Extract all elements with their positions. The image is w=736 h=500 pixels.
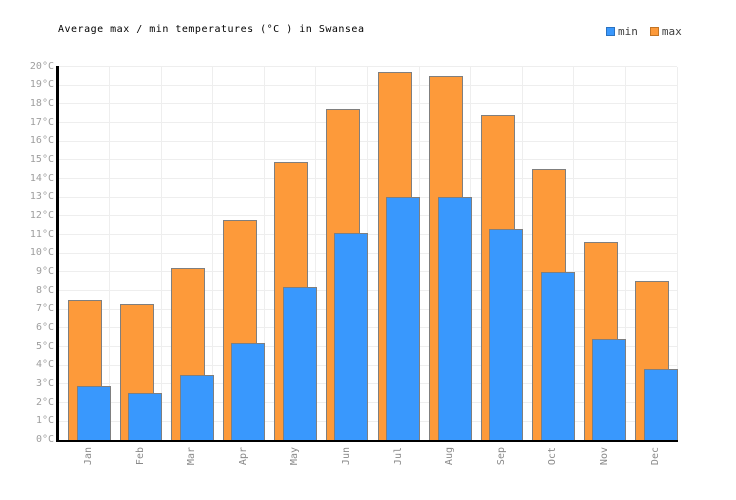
bar-min-jul [386, 197, 420, 440]
bar-min-mar [179, 374, 214, 440]
bar-min-may [282, 286, 317, 440]
x-tick-label-oct: Oct [547, 447, 559, 466]
legend-label-min: min [618, 25, 638, 38]
x-gridline [624, 66, 626, 440]
x-gridline [315, 66, 317, 440]
x-tick-label-may: May [289, 447, 301, 466]
bar-min-jun [334, 232, 369, 440]
y-tick-label: 6°C [35, 321, 54, 333]
bar-min-sep [489, 228, 524, 440]
x-gridline [160, 66, 162, 440]
max-series-swatch [649, 27, 659, 36]
bar-min-oct [540, 271, 575, 440]
x-gridline [573, 66, 575, 440]
x-tick-label-aug: Aug [444, 447, 456, 466]
legend-item-max[interactable]: max [649, 25, 682, 38]
bar-min-feb [128, 393, 163, 440]
y-tick-label: 15°C [29, 153, 54, 165]
x-tick-label-apr: Apr [237, 447, 249, 466]
x-tick-label-feb: Feb [134, 447, 146, 466]
x-axis-line [56, 439, 678, 442]
bar-min-dec [643, 369, 678, 440]
y-tick-label: 2°C [35, 396, 54, 408]
y-tick-label: 10°C [29, 247, 54, 259]
x-tick-label-nov: Nov [598, 447, 610, 466]
x-gridline [212, 66, 214, 440]
legend-label-max: max [661, 25, 682, 38]
y-tick-label: 4°C [35, 359, 54, 371]
y-tick-label: 3°C [35, 377, 54, 389]
x-tick-label-sep: Sep [495, 447, 507, 466]
x-gridline [676, 66, 678, 440]
legend: min max [606, 25, 682, 38]
x-tick-label-jan: Jan [83, 447, 94, 466]
x-tick-label-dec: Dec [650, 447, 662, 466]
min-series-swatch [606, 27, 615, 36]
y-tick-label: 19°C [29, 79, 54, 91]
y-tick-label: 20°C [29, 60, 54, 72]
chart-title: Average max / min temperatures (°C ) in … [58, 24, 365, 35]
y-tick-label: 1°C [35, 415, 54, 427]
bar-min-aug [437, 197, 472, 440]
y-axis-line [56, 66, 59, 442]
y-tick-label: 0°C [35, 434, 54, 445]
y-tick-label: 5°C [35, 340, 54, 352]
y-tick-label: 12°C [29, 209, 54, 221]
x-tick-label-mar: Mar [186, 447, 198, 466]
y-tick-label: 9°C [35, 265, 54, 277]
x-tick-label-jul: Jul [392, 447, 404, 466]
y-tick-label: 18°C [29, 97, 54, 109]
bar-min-jan [76, 385, 111, 440]
y-tick-label: 14°C [29, 172, 54, 184]
y-tick-label: 8°C [35, 284, 54, 296]
bar-min-nov [592, 339, 627, 440]
x-gridline [263, 66, 265, 440]
x-gridline [109, 66, 111, 440]
y-tick-label: 11°C [29, 228, 54, 240]
y-tick-label: 17°C [29, 116, 54, 128]
y-tick-label: 7°C [35, 303, 54, 315]
bar-min-apr [231, 342, 266, 440]
y-tick-label: 16°C [29, 135, 54, 147]
x-tick-label-jun: Jun [340, 447, 352, 466]
y-tick-label: 13°C [29, 191, 54, 203]
legend-item-min[interactable]: min [606, 25, 638, 38]
